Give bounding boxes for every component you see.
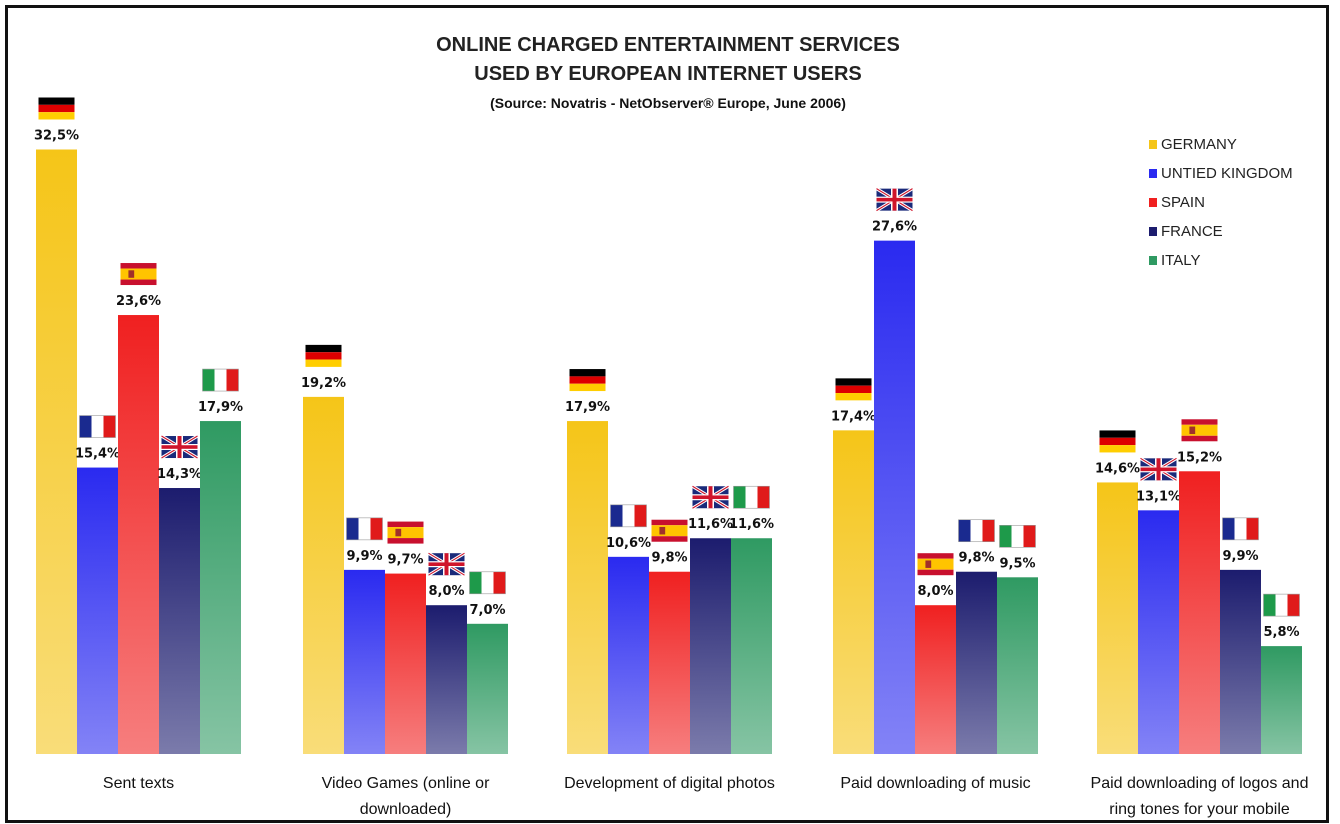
legend-swatch bbox=[1149, 140, 1157, 149]
legend-swatch bbox=[1149, 227, 1157, 236]
category-label: Sent texts bbox=[103, 775, 174, 792]
value-label: 14,6% bbox=[1095, 461, 1140, 476]
spain-flag-icon bbox=[1181, 419, 1218, 442]
value-label: 32,5% bbox=[34, 129, 79, 144]
legend: GERMANY UNTIED KINGDOM SPAIN FRANCE ITALY bbox=[1149, 136, 1293, 269]
bar-spain-3 bbox=[649, 571, 690, 754]
category-label: Video Games (online or bbox=[322, 775, 490, 792]
legend-swatch bbox=[1149, 256, 1157, 265]
uk-flag-icon bbox=[160, 434, 199, 460]
legend-label: SPAIN bbox=[1161, 194, 1205, 211]
germany-flag-icon bbox=[569, 369, 606, 392]
italy-flag-icon bbox=[733, 485, 770, 509]
value-label: 15,2% bbox=[1177, 450, 1222, 465]
value-label: 9,5% bbox=[999, 556, 1035, 571]
value-label: 19,2% bbox=[301, 376, 346, 391]
bar-untied-kingdom-4 bbox=[874, 240, 915, 754]
germany-flag-icon bbox=[38, 97, 75, 120]
italy-flag-icon bbox=[999, 524, 1036, 548]
value-label: 9,9% bbox=[1222, 549, 1258, 564]
value-label: 9,9% bbox=[346, 549, 382, 564]
italy-flag-icon bbox=[469, 571, 506, 595]
france-flag-icon bbox=[958, 519, 995, 543]
spain-flag-icon bbox=[917, 553, 954, 576]
bar-italy-4 bbox=[997, 577, 1038, 754]
bar-france-4 bbox=[956, 571, 997, 754]
bar-france-2 bbox=[426, 605, 467, 754]
value-label: 8,0% bbox=[428, 584, 464, 599]
bars-layer: 32,5% 15,4% 23,6% 14,3% 17,9% 19,2% 9,9% 9,7% 8,… bbox=[34, 97, 1302, 754]
legend-swatch bbox=[1149, 169, 1157, 178]
category-label: Paid downloading of logos and bbox=[1091, 775, 1309, 792]
bar-germany-1 bbox=[36, 149, 77, 754]
value-label: 15,4% bbox=[75, 447, 120, 462]
value-label: 9,8% bbox=[651, 551, 687, 566]
bar-germany-2 bbox=[303, 396, 344, 754]
bar-untied-kingdom-1 bbox=[77, 467, 118, 754]
value-label: 11,6% bbox=[729, 517, 774, 532]
value-label: 8,0% bbox=[917, 584, 953, 599]
bar-germany-3 bbox=[567, 421, 608, 754]
legend-label: FRANCE bbox=[1161, 223, 1223, 240]
value-label: 17,9% bbox=[565, 400, 610, 415]
legend-label: UNTIED KINGDOM bbox=[1161, 165, 1293, 182]
uk-flag-icon bbox=[691, 484, 730, 510]
legend-label: GERMANY bbox=[1161, 136, 1237, 153]
bar-spain-5 bbox=[1179, 471, 1220, 754]
spain-flag-icon bbox=[387, 521, 424, 544]
bar-spain-4 bbox=[915, 605, 956, 754]
bar-france-1 bbox=[159, 488, 200, 754]
value-label: 10,6% bbox=[606, 536, 651, 551]
legend-swatch bbox=[1149, 198, 1157, 207]
value-label: 7,0% bbox=[469, 603, 505, 618]
chart-title-line-1: ONLINE CHARGED ENTERTAINMENT SERVICES bbox=[436, 34, 900, 56]
value-label: 17,9% bbox=[198, 400, 243, 415]
germany-flag-icon bbox=[305, 344, 342, 367]
value-label: 14,3% bbox=[157, 467, 202, 482]
france-flag-icon bbox=[346, 517, 383, 541]
bar-france-3 bbox=[690, 538, 731, 754]
bar-untied-kingdom-2 bbox=[344, 569, 385, 754]
bar-france-5 bbox=[1220, 569, 1261, 754]
value-label: 5,8% bbox=[1263, 625, 1299, 640]
legend-label: ITALY bbox=[1161, 252, 1200, 269]
france-flag-icon bbox=[1222, 517, 1259, 541]
chart-subtitle: (Source: Novatris - NetObserver® Europe,… bbox=[490, 95, 846, 111]
germany-flag-icon bbox=[1099, 430, 1136, 453]
bar-germany-5 bbox=[1097, 482, 1138, 754]
category-label: ring tones for your mobile bbox=[1109, 801, 1290, 818]
category-labels: Sent texts Video Games (online or download… bbox=[103, 775, 1309, 818]
uk-flag-icon bbox=[875, 187, 914, 213]
france-flag-icon bbox=[79, 415, 116, 438]
spain-flag-icon bbox=[120, 263, 157, 286]
bar-italy-1 bbox=[200, 421, 241, 754]
bar-spain-1 bbox=[118, 315, 159, 754]
category-label: Paid downloading of music bbox=[840, 775, 1030, 792]
spain-flag-icon bbox=[651, 519, 688, 542]
category-label: downloaded) bbox=[360, 801, 452, 818]
bar-untied-kingdom-3 bbox=[608, 556, 649, 754]
bar-spain-2 bbox=[385, 573, 426, 754]
bar-italy-2 bbox=[467, 623, 508, 754]
germany-flag-icon bbox=[835, 378, 872, 401]
value-label: 27,6% bbox=[872, 220, 917, 235]
value-label: 13,1% bbox=[1136, 489, 1181, 504]
uk-flag-icon bbox=[427, 551, 466, 577]
bar-italy-5 bbox=[1261, 646, 1302, 754]
value-label: 23,6% bbox=[116, 294, 161, 309]
value-label: 9,8% bbox=[958, 551, 994, 566]
italy-flag-icon bbox=[202, 368, 239, 392]
bar-untied-kingdom-5 bbox=[1138, 510, 1179, 754]
value-label: 17,4% bbox=[831, 409, 876, 424]
france-flag-icon bbox=[610, 504, 647, 528]
value-label: 9,7% bbox=[387, 553, 423, 568]
category-label: Development of digital photos bbox=[564, 775, 775, 792]
uk-flag-icon bbox=[1139, 456, 1178, 482]
bar-italy-3 bbox=[731, 538, 772, 754]
italy-flag-icon bbox=[1263, 593, 1300, 617]
value-label: 11,6% bbox=[688, 517, 733, 532]
bar-germany-4 bbox=[833, 430, 874, 754]
chart-title-line-2: USED BY EUROPEAN INTERNET USERS bbox=[474, 63, 861, 85]
